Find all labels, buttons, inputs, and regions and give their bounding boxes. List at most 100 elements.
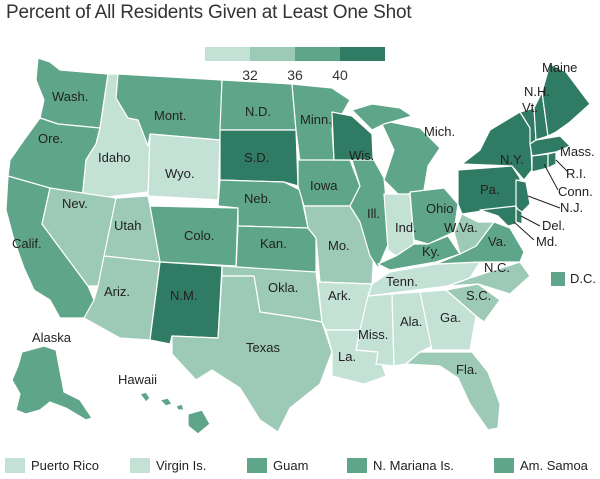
state-ak[interactable] [11,345,93,421]
state-hi[interactable] [139,391,211,435]
label-co: Colo. [184,228,214,243]
label-ks: Kan. [260,236,287,251]
state-il[interactable] [349,159,391,269]
label-ca: Calif. [12,236,42,251]
state-nm[interactable] [149,261,223,345]
territory-label: Am. Samoa [520,458,588,473]
label-me: Maine [542,60,577,75]
label-va: Va. [488,234,507,249]
label-ne: Neb. [244,191,271,206]
label-az: Ariz. [104,284,130,299]
state-fl[interactable] [405,351,501,431]
map-title: Percent of All Residents Given at Least … [6,2,412,23]
legend-swatch-4 [340,47,385,61]
territory-label: Puerto Rico [31,458,99,473]
territory-guam: Guam [247,458,308,473]
label-ky: Ky. [422,244,440,259]
territories-legend: Puerto Rico Virgin Is. Guam N. Mariana I… [0,458,600,478]
leader-md [513,221,535,241]
label-nj: N.J. [560,200,583,215]
label-oh: Ohio [426,201,453,216]
legend-tick-32: 32 [242,67,258,83]
state-ri[interactable] [547,151,557,169]
dc-label: D.C. [570,271,596,286]
territory-virgin-islands: Virgin Is. [130,458,206,473]
state-tx[interactable] [171,275,333,433]
label-ia: Iowa [310,178,338,193]
legend-swatch-3 [295,47,340,61]
leader-nj [527,195,561,209]
label-mi: Mich. [424,124,455,139]
state-oh[interactable] [409,187,459,245]
leader-ct [543,163,559,191]
label-sc: S.C. [466,288,491,303]
label-tn: Tenn. [386,274,418,289]
state-sc[interactable] [445,283,501,323]
label-tx: Texas [246,340,280,355]
label-ma: Mass. [560,144,595,159]
territory-swatch [5,458,25,473]
label-ms: Miss. [358,327,388,342]
leader-ri [555,159,569,173]
dc-legend: D.C. [551,271,596,286]
label-mn: Minn. [300,112,332,127]
label-wy: Wyo. [165,166,195,181]
territory-n-mariana-islands: N. Mariana Is. [347,458,454,473]
legend-swatch-1 [205,47,250,61]
state-mn[interactable] [291,83,351,163]
label-ga: Ga. [440,310,461,325]
legend-swatch-2 [250,47,295,61]
state-md[interactable] [479,205,517,227]
label-nv: Nev. [62,196,88,211]
leader-de [520,215,541,227]
label-ut: Utah [114,218,141,233]
state-mi-up [351,103,413,131]
state-ks[interactable] [235,225,317,273]
label-ok: Okla. [268,280,298,295]
label-la: La. [338,349,356,364]
label-ri: R.I. [566,166,586,181]
territory-am-samoa: Am. Samoa [494,458,588,473]
label-nc: N.C. [484,260,510,275]
state-nj[interactable] [515,179,531,215]
legend-tick-36: 36 [287,67,303,83]
label-ny: N.Y. [500,152,524,167]
label-sd: S.D. [244,150,269,165]
territory-swatch [130,458,150,473]
territory-swatch [247,458,267,473]
label-ak: Alaska [32,330,72,345]
color-legend: 32 36 40 [205,47,385,83]
label-mo: Mo. [328,238,350,253]
label-de: Del. [542,218,565,233]
territory-label: N. Mariana Is. [373,458,454,473]
label-ar: Ark. [328,288,351,303]
label-nd: N.D. [245,104,271,119]
state-ct[interactable] [531,153,549,173]
territory-swatch [347,458,367,473]
label-in: Ind. [395,220,417,235]
label-fl: Fla. [456,362,478,377]
label-id: Idaho [98,150,131,165]
territory-swatch [494,458,514,473]
label-wv: W.Va. [444,220,478,235]
label-vt: Vt. [522,100,538,115]
label-or: Ore. [38,131,63,146]
label-hi: Hawaii [118,372,157,387]
label-nm: N.M. [170,288,197,303]
state-nc[interactable] [447,261,531,295]
state-sd[interactable] [219,129,299,187]
territory-label: Virgin Is. [156,458,207,473]
label-pa: Pa. [480,182,500,197]
label-il: Ill. [367,206,380,221]
legend-tick-40: 40 [332,67,348,83]
label-wa: Wash. [52,89,88,104]
state-me[interactable] [541,63,591,137]
state-ga[interactable] [419,289,477,351]
state-ky[interactable] [377,235,461,271]
territory-puerto-rico: Puerto Rico [5,458,99,473]
label-nh: N.H. [524,84,550,99]
label-mt: Mont. [154,108,187,123]
label-wi: Wis. [349,148,374,163]
label-md: Md. [536,234,558,249]
